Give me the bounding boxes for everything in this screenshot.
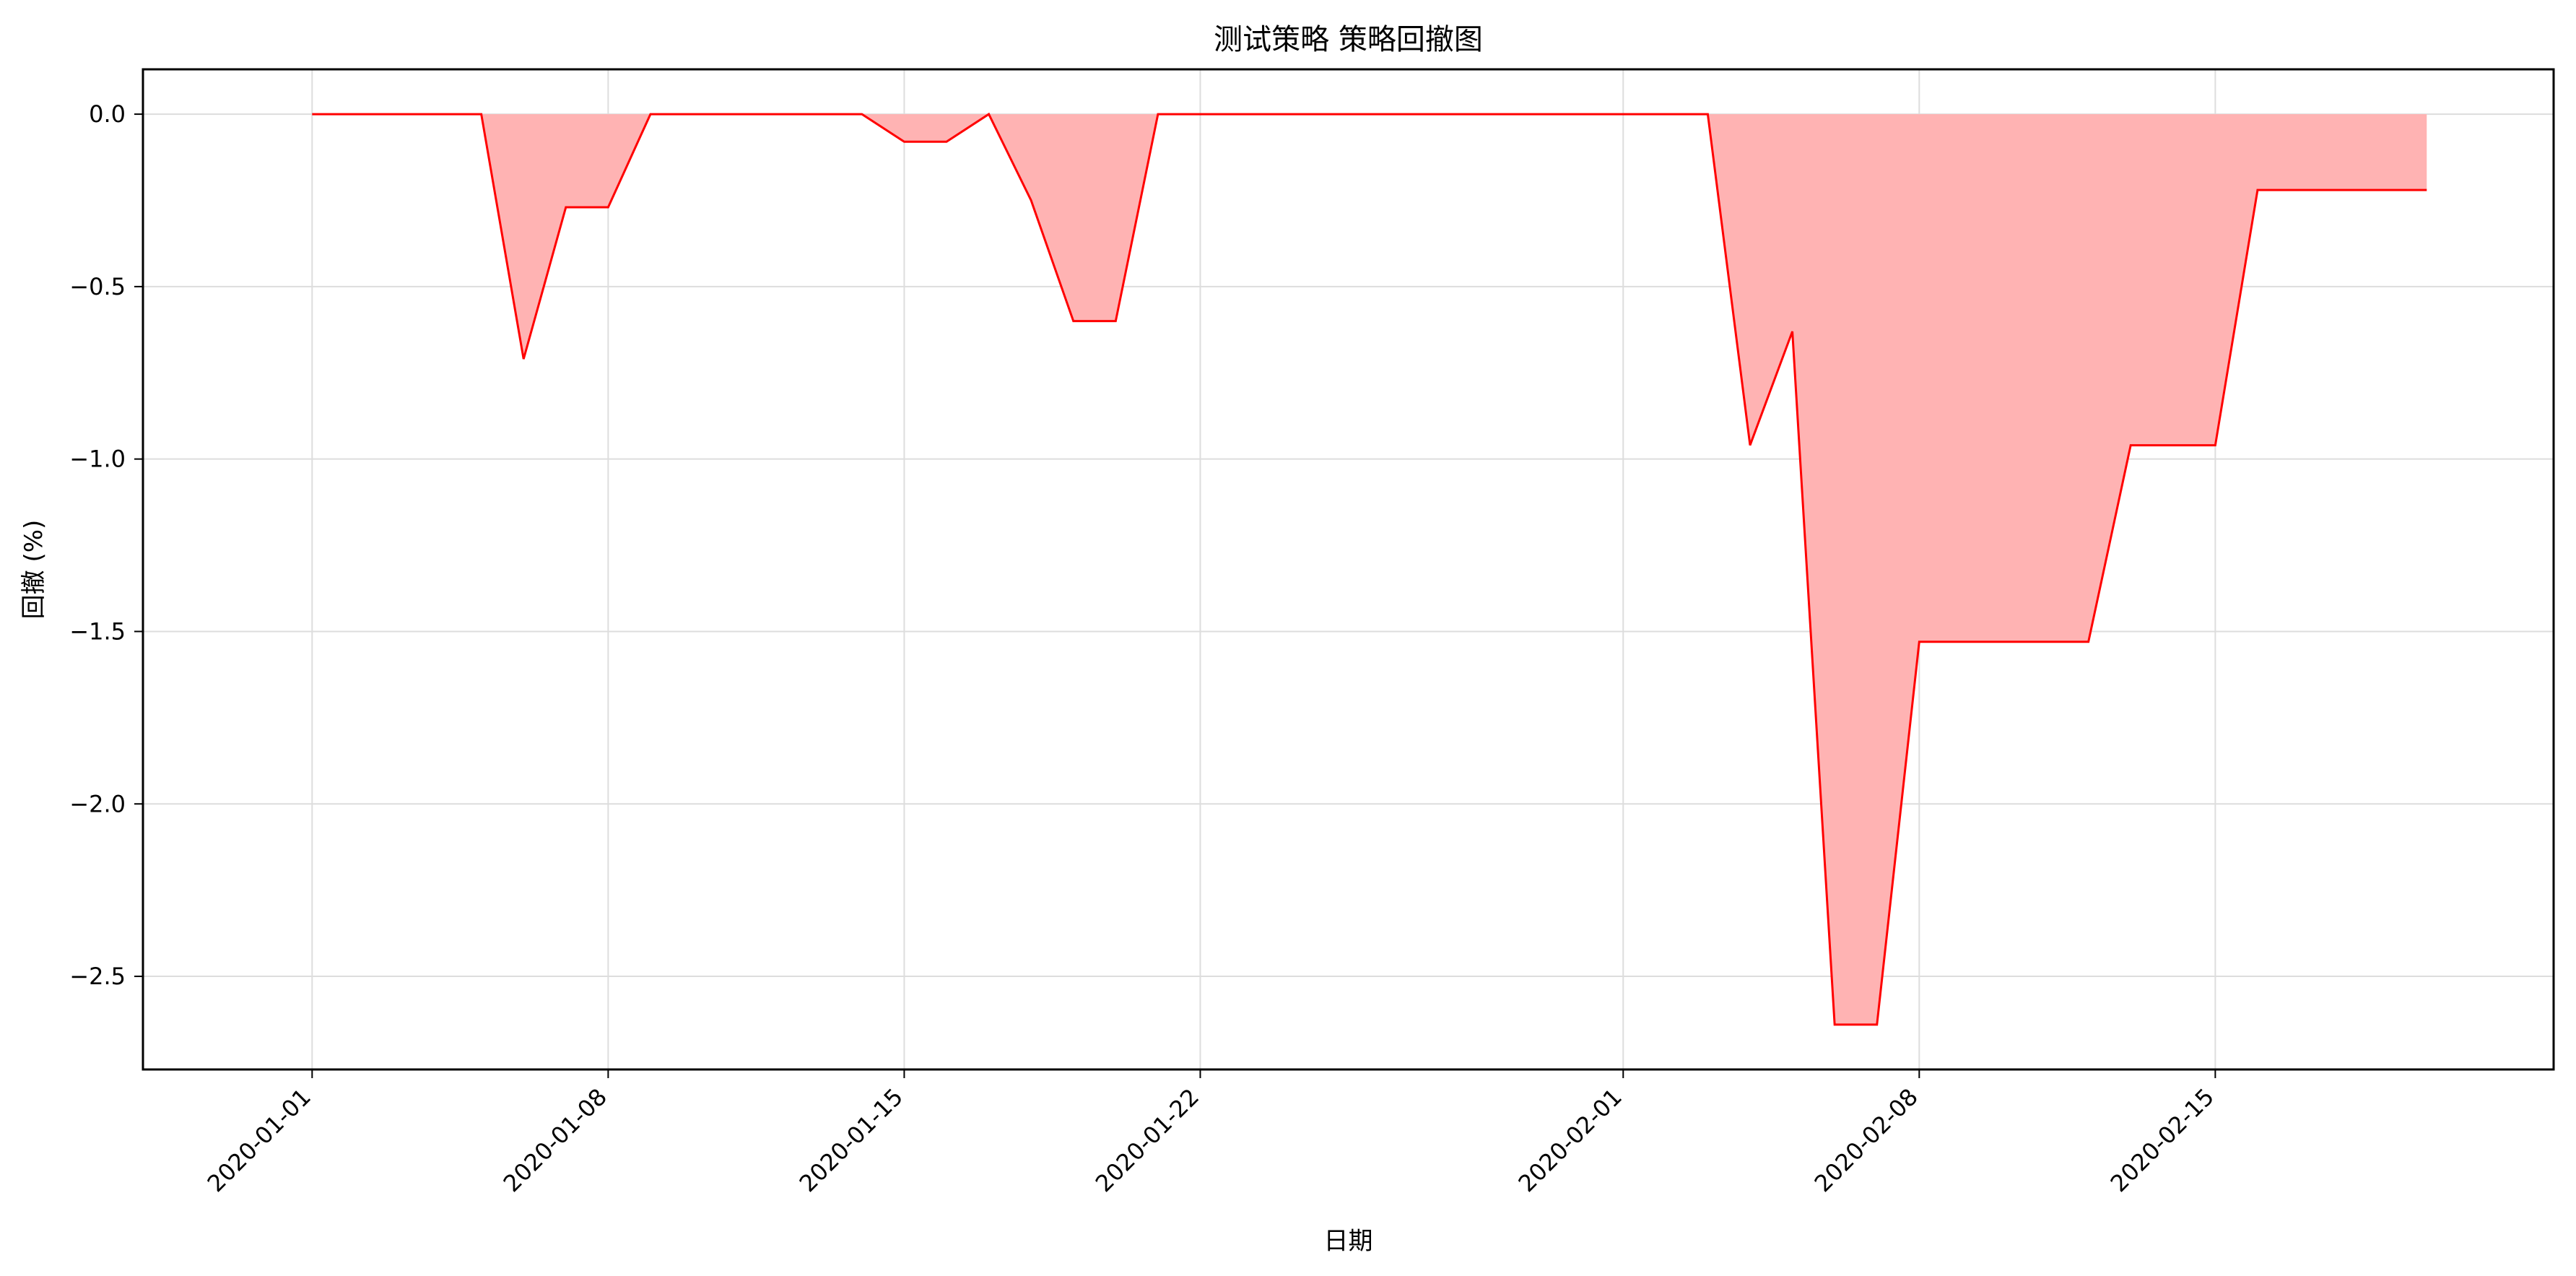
y-axis-label: 回撤 (%) bbox=[19, 520, 48, 620]
plot-frame bbox=[142, 68, 2555, 1071]
drawdown-area-layer bbox=[312, 114, 2427, 1025]
y-tick-label: −0.5 bbox=[69, 273, 126, 300]
chart-title: 测试策略 策略回撤图 bbox=[1214, 23, 1483, 56]
y-tick-label: 0.0 bbox=[89, 100, 126, 128]
y-tick-label: −2.5 bbox=[69, 963, 126, 990]
drawdown-line bbox=[312, 112, 2427, 1026]
y-tick-label: −1.0 bbox=[69, 446, 126, 473]
y-tick-label: −2.0 bbox=[69, 790, 126, 817]
x-axis-label: 日期 bbox=[1324, 1227, 1373, 1256]
y-axis-ticks: 0.0 −0.5 −1.0 −1.5 −2.0 −2.5 bbox=[69, 100, 143, 990]
drawdown-area bbox=[312, 114, 2427, 1025]
y-tick-label: −1.5 bbox=[69, 617, 126, 645]
drawdown-line-layer bbox=[312, 112, 2427, 1026]
